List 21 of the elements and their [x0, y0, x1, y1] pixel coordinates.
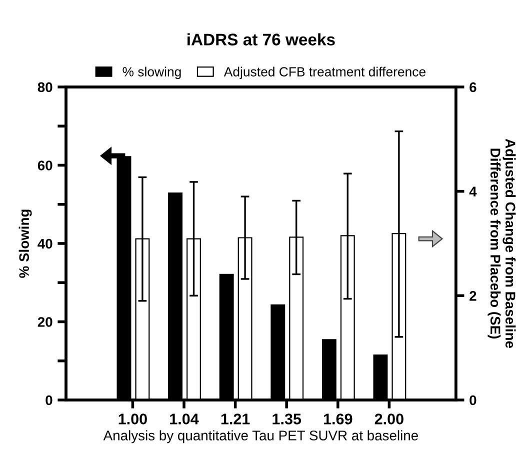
y-tick-label: 20: [38, 317, 52, 327]
y2-tick-label: 4: [469, 186, 477, 196]
x-tick-label: 1.21: [221, 414, 250, 424]
y-tick-label: 80: [38, 82, 52, 92]
x-axis-title: Analysis by quantitative Tau PET SUVR at baseline: [103, 430, 418, 444]
x-tick-label: 1.35: [272, 414, 302, 424]
y-tick-label: 0: [46, 395, 52, 406]
y2-tick-label: 6: [470, 82, 476, 92]
x-tick-label: 1.00: [118, 414, 147, 424]
x-tick-label: 1.69: [324, 414, 352, 424]
chart-title: iADRS at 76 weeks: [188, 33, 335, 46]
y-tick-label: 40: [38, 238, 52, 249]
legend-label: Adjusted CFB treatment difference: [224, 66, 426, 80]
legend-label: % slowing: [122, 66, 181, 80]
y-axis-title: % Slowing: [18, 210, 32, 278]
y2-tick-label: 0: [470, 395, 476, 406]
y-tick-label: 60: [38, 160, 52, 170]
x-tick-label: 2.00: [374, 414, 404, 424]
y2-tick-label: 2: [470, 290, 476, 301]
x-tick-label: 1.04: [170, 414, 199, 424]
y2-axis-title: Adjusted Change from Baseline Difference from Placebo (SE): [488, 138, 516, 348]
